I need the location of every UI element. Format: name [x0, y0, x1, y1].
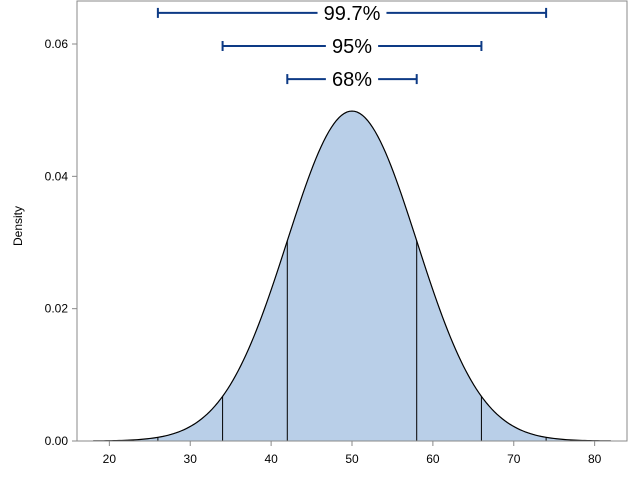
interval-label: 68%	[332, 69, 372, 91]
density-area	[93, 111, 611, 442]
y-tick-label: 0.00	[45, 434, 69, 448]
x-tick-label: 80	[588, 452, 602, 466]
x-tick-label: 70	[507, 452, 521, 466]
interval-bar: 95%	[221, 36, 483, 58]
x-tick-label: 50	[345, 452, 359, 466]
x-tick-label: 30	[184, 452, 198, 466]
x-tick-label: 40	[264, 452, 278, 466]
y-tick-label: 0.02	[45, 302, 69, 316]
density-curve	[93, 110, 611, 442]
x-tick-label: 20	[103, 452, 117, 466]
interval-label: 99.7%	[324, 3, 381, 25]
interval-bar: 99.7%	[156, 3, 548, 25]
x-tick-label: 60	[426, 452, 440, 466]
y-axis-label: Density	[11, 206, 25, 246]
interval-label: 95%	[332, 36, 372, 58]
interval-bar: 68%	[286, 69, 418, 91]
y-tick-label: 0.06	[45, 37, 69, 51]
y-tick-label: 0.04	[45, 169, 69, 183]
